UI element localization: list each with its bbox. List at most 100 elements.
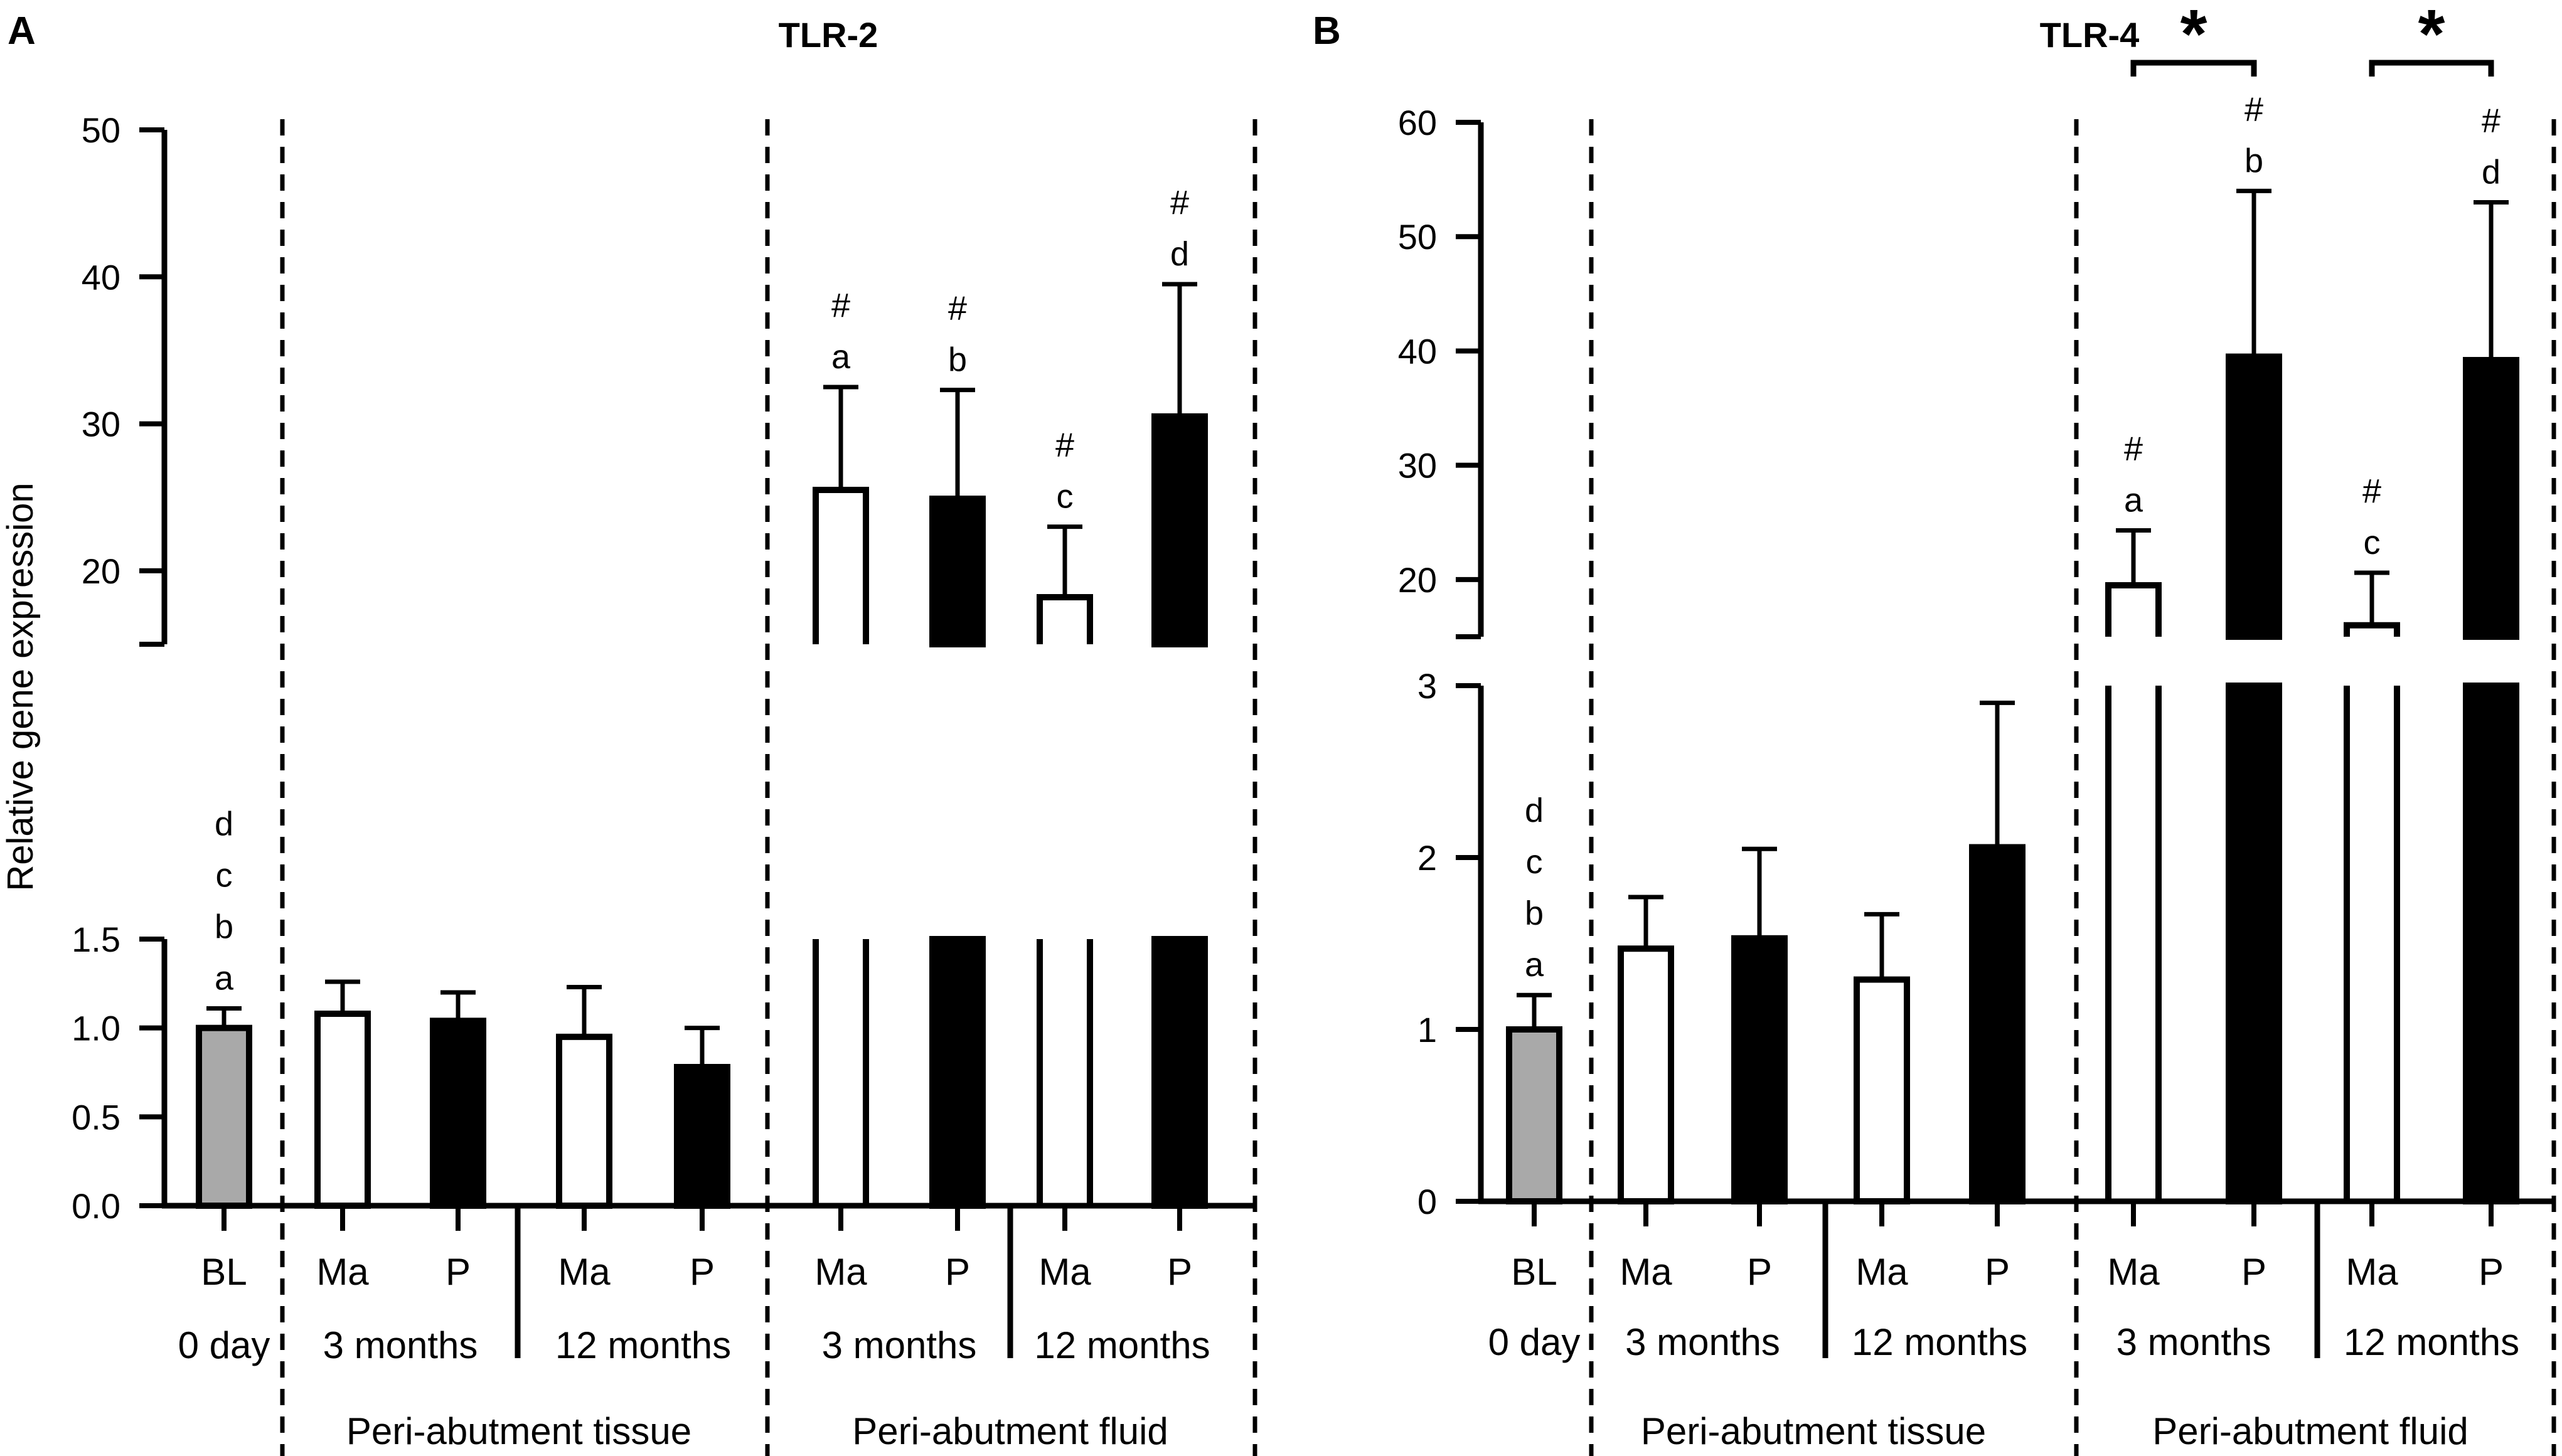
panel-b-category-label: Ma (1620, 1251, 1672, 1293)
panel-b-significance-bracket (2130, 60, 2257, 77)
panel-a-significance-label: b (948, 341, 967, 379)
panel-b-bar (2105, 582, 2162, 637)
panel-b-significance-label: # (2124, 430, 2143, 468)
panel-b-significance-label: # (2244, 90, 2263, 128)
panel-b-category-label: P (1985, 1251, 2010, 1293)
panel-a-bar-lower-segment (929, 936, 986, 1209)
panel-b-ytick-label: 20 (1398, 560, 1437, 600)
panel-a-bar (929, 496, 986, 647)
panel-b-significance-label: a (1525, 946, 1544, 984)
panel-a-period-label: 12 months (1034, 1324, 1210, 1366)
panel-a-category-label: Ma (814, 1251, 867, 1293)
panel-b-ytick-label: 1 (1417, 1010, 1437, 1049)
panel-a-category-label: P (690, 1251, 715, 1293)
panel-a-significance-label: a (831, 338, 851, 376)
panel-a-title: TLR-2 (779, 15, 878, 55)
panel-a-period-label: 12 months (555, 1324, 731, 1366)
panel-a-period-label: 3 months (323, 1324, 478, 1366)
panel-b-group-label: Peri-abutment tissue (1641, 1410, 1986, 1452)
panel-b-category-label: Ma (2107, 1251, 2160, 1293)
panel-a-category-label: Ma (1038, 1251, 1091, 1293)
panel-b-bar (1731, 935, 1788, 1205)
panel-a-category-label: P (945, 1251, 970, 1293)
panel-a-letter: A (8, 9, 36, 53)
panel-b-bar (2463, 357, 2519, 640)
panel-b-bar-lower-segment (2226, 683, 2282, 1204)
panel-b-category-label: P (2241, 1251, 2266, 1293)
panel-b-significance-label: # (2482, 102, 2501, 140)
panel-b-period-label: 0 day (1488, 1321, 1581, 1363)
panel-a-y-axis-label: Relative gene expression (0, 482, 41, 891)
panel-a-category-label: Ma (316, 1251, 369, 1293)
panel-b-significance-label: b (1525, 895, 1544, 932)
panel-b-period-label: 12 months (2344, 1321, 2519, 1363)
panel-b-category-label: Ma (2346, 1251, 2398, 1293)
panel-a-ytick-label: 30 (82, 405, 120, 444)
panel-a-bar (813, 487, 869, 644)
panel-a-group-label: Peri-abutment fluid (852, 1410, 1168, 1452)
panel-b-bar (2226, 353, 2282, 640)
panel-a-significance-label: # (948, 290, 967, 327)
panel-a-category-label: P (446, 1251, 471, 1293)
panel-b-bar-lower-segment (2463, 683, 2519, 1204)
panel-b-significance-star: * (2180, 0, 2207, 73)
panel-a-significance-label: # (1170, 184, 1189, 221)
panel-b-ytick-label: 2 (1417, 838, 1437, 878)
panel-a-significance-label: b (215, 908, 233, 946)
panel-b-significance-bracket (2369, 60, 2494, 77)
panel-a-group-label: Peri-abutment tissue (346, 1410, 691, 1452)
panel-b-letter: B (1313, 9, 1341, 53)
panel-b-bar (1506, 1026, 1562, 1204)
panel-a-category-label: BL (201, 1251, 247, 1293)
panel-a-ytick-label: 1.5 (72, 920, 120, 959)
panel-a-significance-label: # (1055, 427, 1074, 464)
panel-b-significance-label: # (2362, 472, 2381, 510)
panel-b-category-label: BL (1511, 1251, 1557, 1293)
panel-a-significance-label: c (216, 857, 233, 895)
panel-a-bar-lower-segment (1151, 936, 1208, 1209)
panel-b-ytick-label: 0 (1417, 1182, 1437, 1221)
panel-b-significance-label: a (2124, 482, 2143, 519)
panel-a-significance-label: d (1170, 235, 1189, 273)
panel-b-ytick-label: 50 (1398, 217, 1437, 257)
panel-b-bar (1854, 976, 1910, 1205)
panel-a-ytick-label: 1.0 (72, 1009, 120, 1048)
panel-b-significance-label: b (2244, 142, 2263, 179)
panel-a-ytick-label: 50 (82, 110, 120, 150)
panel-a-bar (1151, 413, 1208, 647)
panel-a-ytick-label: 0.5 (72, 1097, 120, 1137)
panel-b-ytick-label: 40 (1398, 331, 1437, 371)
panel-a-significance-label: a (215, 960, 234, 997)
panel-a-ytick-label: 20 (82, 551, 120, 591)
panel-a-bar (314, 1011, 371, 1209)
panel-b-bar (1969, 844, 2026, 1205)
panel-b-significance-star: * (2418, 0, 2445, 73)
panel-b-period-label: 3 months (1625, 1321, 1780, 1363)
panel-b-group-label: Peri-abutment fluid (2152, 1410, 2469, 1452)
panel-b-significance-label: c (2364, 524, 2381, 561)
panel-b-bar (1618, 945, 1674, 1204)
panel-b-bar (2344, 622, 2400, 637)
panel-a-period-label: 3 months (822, 1324, 977, 1366)
panel-a-significance-label: # (831, 287, 850, 324)
panel-a-category-label: P (1167, 1251, 1192, 1293)
panel-b-category-label: Ma (1855, 1251, 1908, 1293)
panel-b-ytick-label: 30 (1398, 446, 1437, 486)
panel-b-significance-label: d (1525, 792, 1544, 829)
panel-a-significance-label: d (215, 805, 233, 843)
panel-b-period-label: 3 months (2116, 1321, 2271, 1363)
panel-a-bar (196, 1024, 252, 1209)
panel-a-bar (430, 1018, 486, 1209)
panel-b-category-label: P (1747, 1251, 1772, 1293)
panel-b-ytick-label: 60 (1398, 103, 1437, 142)
panel-b-significance-label: c (1526, 843, 1543, 881)
panel-b-title: TLR-4 (2040, 15, 2140, 55)
panel-a-bar (674, 1064, 730, 1209)
panel-a-bar (556, 1033, 612, 1209)
panel-a-bar (1037, 594, 1093, 644)
panel-b-period-label: 12 months (1852, 1321, 2027, 1363)
panel-b-ytick-label: 3 (1417, 666, 1437, 706)
panel-a-ytick-label: 40 (82, 257, 120, 297)
panel-a-category-label: Ma (558, 1251, 611, 1293)
